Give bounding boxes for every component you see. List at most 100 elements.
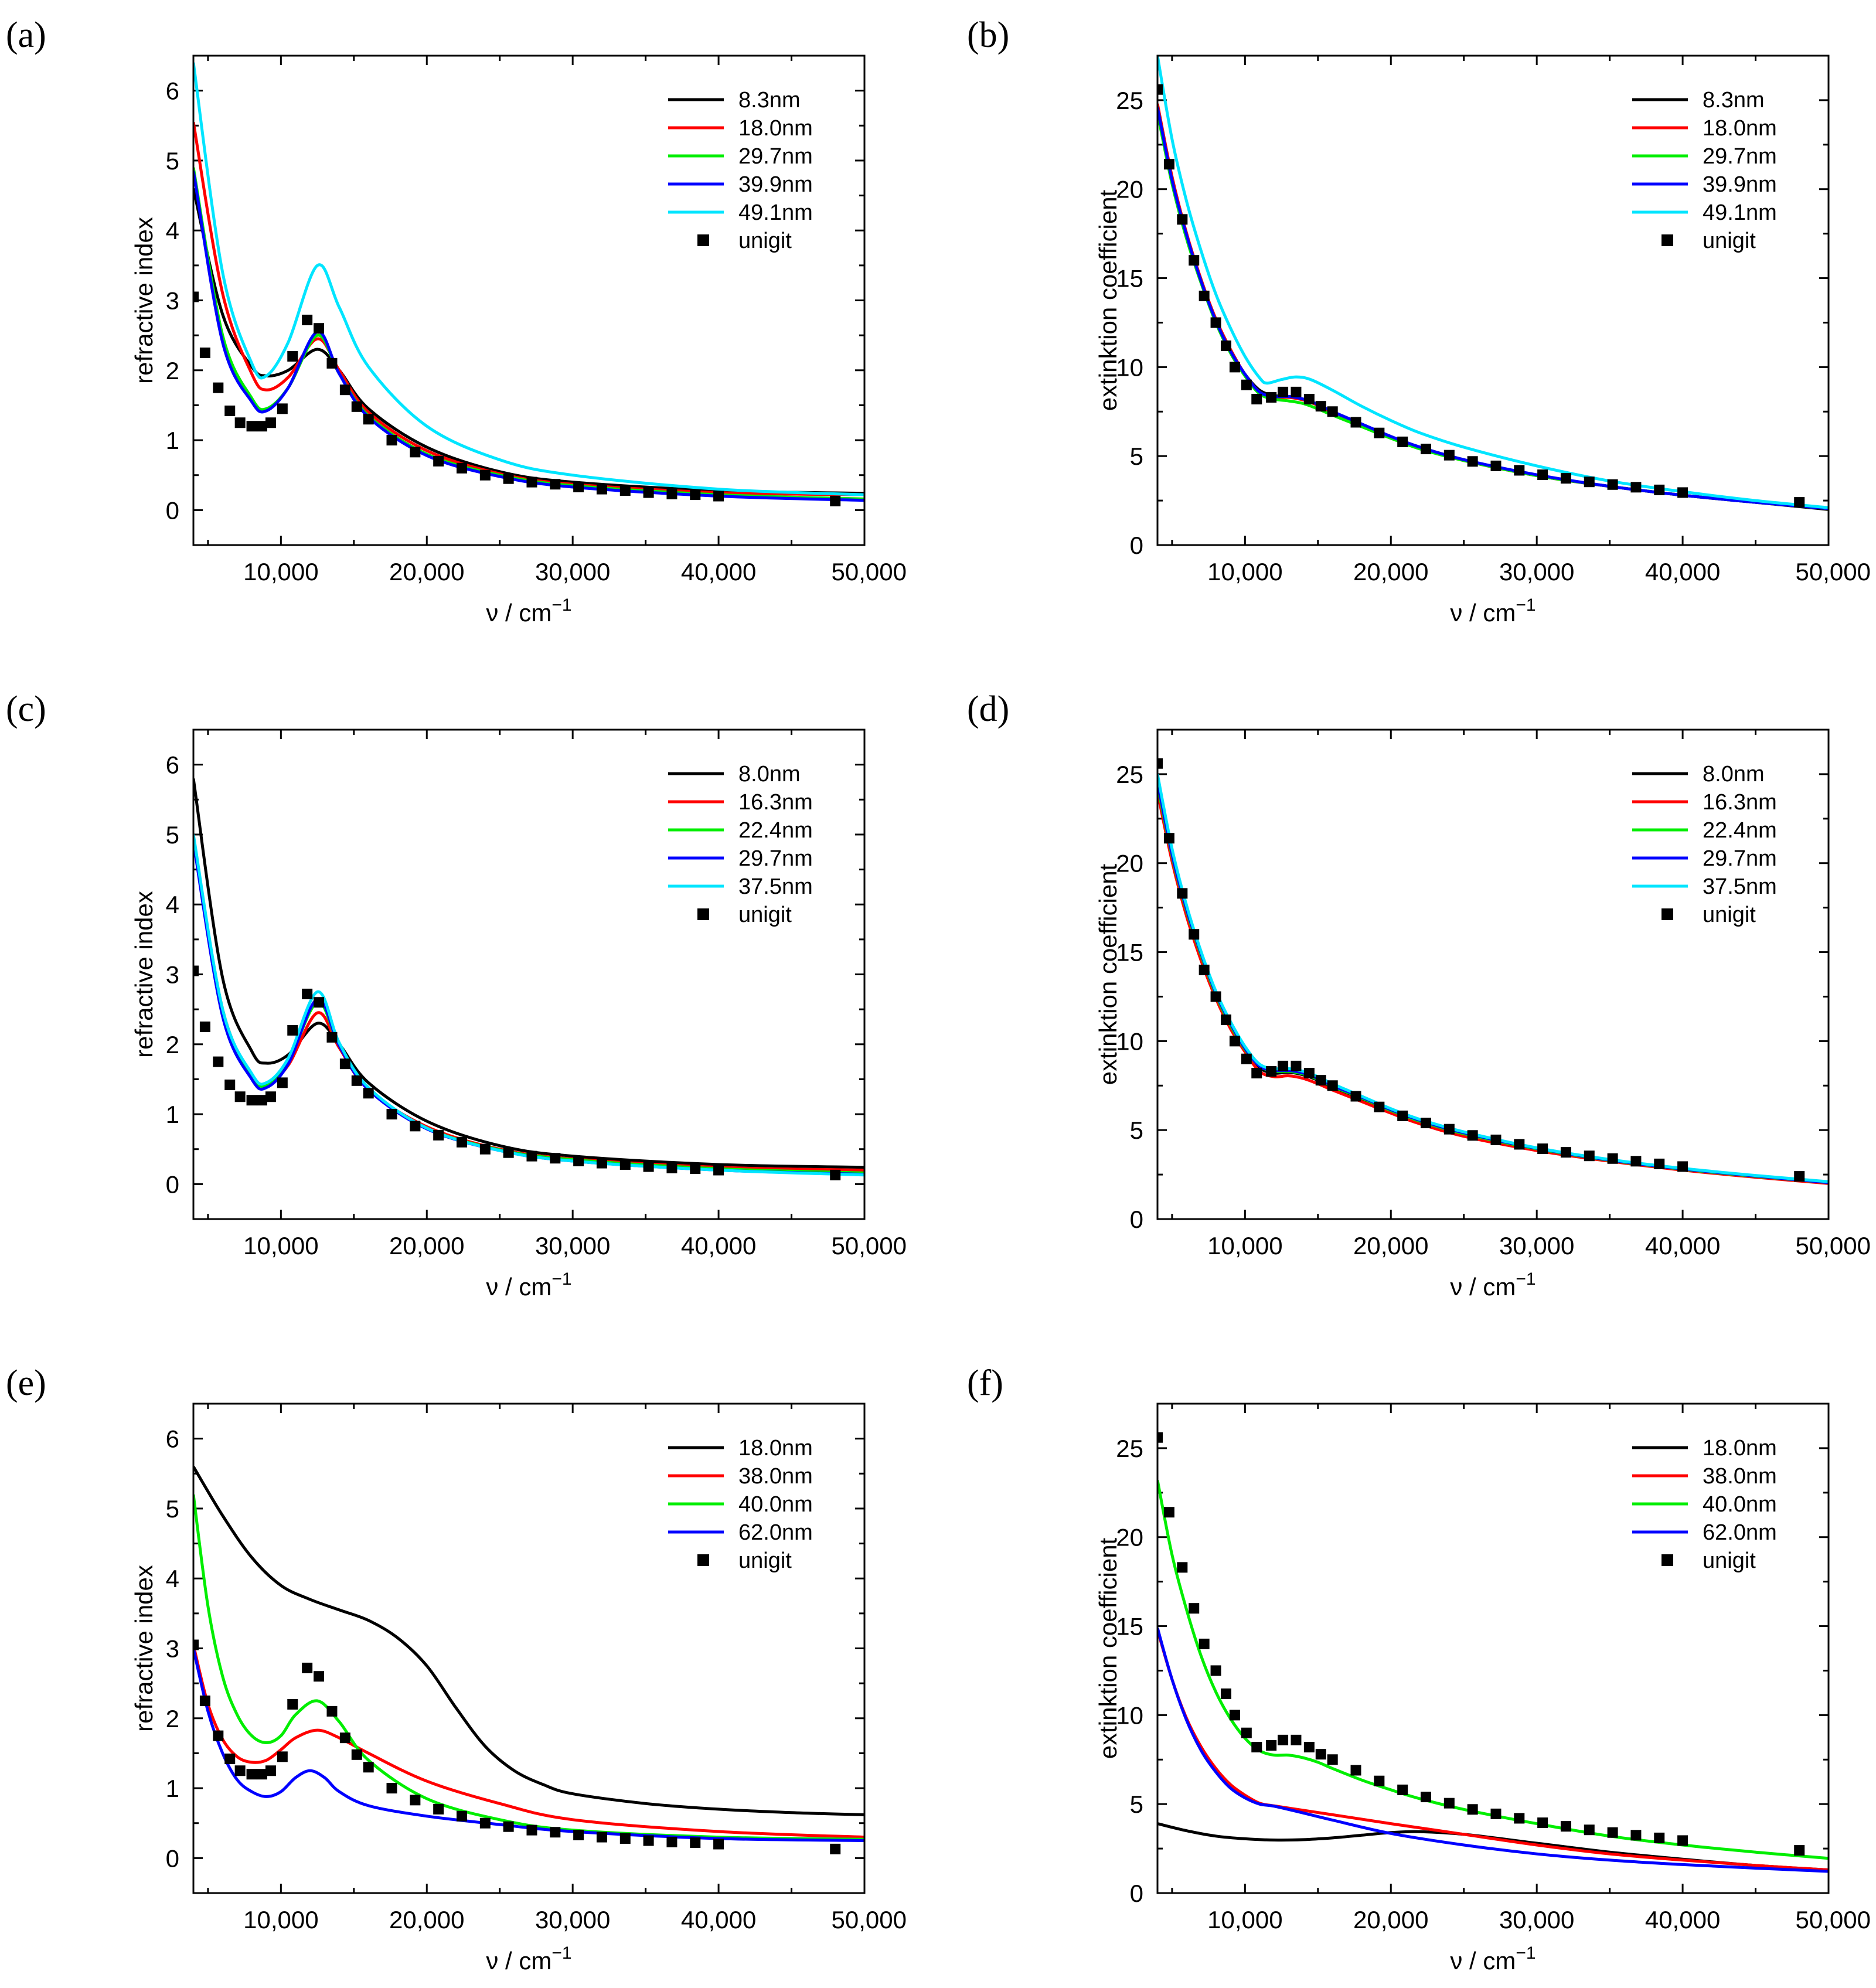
legend-label: 39.9nm: [738, 172, 813, 197]
legend-label: 8.0nm: [1703, 762, 1765, 787]
legend-label: 49.1nm: [738, 200, 813, 225]
plot-frame: [192, 1403, 866, 1894]
x-tick-label: 30,000: [535, 558, 610, 585]
y-tick-label: 2: [166, 357, 179, 384]
y-tick-label: 25: [1116, 87, 1143, 114]
legend-label: unigit: [1703, 903, 1756, 927]
x-tick-label: 30,000: [1499, 1232, 1574, 1259]
panel-label: (d): [967, 689, 1009, 729]
data-point-unigit: [1443, 450, 1455, 461]
data-point-unigit: [265, 1091, 276, 1102]
data-point-unigit: [1421, 1792, 1431, 1803]
data-point-unigit: [1229, 1710, 1240, 1721]
data-point-unigit: [573, 1829, 584, 1840]
data-point-unigit: [457, 1136, 467, 1148]
panel-label: (a): [6, 15, 46, 55]
data-point-unigit: [457, 462, 467, 474]
legend-label: unigit: [1703, 229, 1756, 253]
data-point-unigit: [199, 1021, 210, 1032]
x-tick-label: 30,000: [1499, 1906, 1574, 1933]
panel-label: (c): [6, 689, 46, 729]
x-axis-label-superscript: −1: [1516, 1943, 1535, 1963]
y-tick-label: 0: [1130, 1206, 1143, 1233]
x-tick-label: 10,000: [243, 1906, 318, 1933]
data-point-unigit: [256, 1769, 267, 1780]
plot-area: [1157, 758, 1829, 1185]
x-tick-label: 50,000: [1796, 1232, 1871, 1259]
data-point-unigit: [386, 1109, 397, 1120]
data-point-unigit: [1291, 386, 1302, 397]
x-tick-label: 30,000: [535, 1906, 610, 1933]
chart-panel-4: (d) 10,000 20,000 30,000 40,000 50,000 0 5 10 15 2…: [967, 689, 1871, 1301]
data-point-unigit: [339, 1058, 350, 1070]
data-point-unigit: [1397, 1110, 1408, 1121]
data-point-unigit: [1157, 758, 1163, 769]
legend-marker-unigit: [1661, 908, 1673, 920]
data-point-unigit: [690, 1163, 701, 1175]
y-tick-label: 5: [166, 147, 179, 175]
y-tick-label: 5: [1130, 1790, 1143, 1818]
data-point-unigit: [1189, 929, 1200, 940]
legend-label: unigit: [1703, 1548, 1756, 1573]
x-tick-label: 20,000: [1353, 1232, 1428, 1259]
data-point-unigit: [1315, 1749, 1326, 1760]
data-point-unigit: [1654, 484, 1665, 495]
legend-label: 29.7nm: [1703, 144, 1777, 169]
legend-label: 22.4nm: [1703, 818, 1777, 843]
x-axis-label-text: ν / cm: [486, 1273, 551, 1301]
data-point-unigit: [550, 479, 561, 490]
data-point-unigit: [246, 1095, 257, 1106]
data-point-unigit: [619, 1159, 631, 1170]
data-point-unigit: [1350, 1765, 1361, 1776]
data-point-unigit: [526, 1150, 537, 1162]
legend-label: 16.3nm: [1703, 790, 1777, 815]
x-tick-label: 20,000: [389, 1906, 464, 1933]
y-tick-label: 2: [166, 1031, 179, 1058]
plot-area: [193, 778, 864, 1180]
x-tick-label: 10,000: [1207, 1906, 1282, 1933]
data-point-unigit: [1374, 427, 1385, 438]
data-point-unigit: [503, 473, 514, 484]
data-point-unigit: [1514, 1813, 1525, 1824]
legend-label: 29.7nm: [738, 144, 813, 169]
data-point-unigit: [1157, 84, 1163, 95]
data-point-unigit: [1315, 401, 1326, 412]
data-point-unigit: [1327, 406, 1338, 417]
data-point-unigit: [596, 484, 607, 495]
data-point-unigit: [573, 1155, 584, 1166]
data-point-unigit: [1291, 1060, 1302, 1071]
x-tick-label: 40,000: [681, 1906, 756, 1933]
y-tick-label: 5: [1130, 442, 1143, 470]
legend-label: unigit: [738, 229, 792, 253]
x-axis-label: ν / cm−1: [486, 1269, 571, 1301]
data-point-unigit: [386, 1783, 397, 1794]
data-point-unigit: [339, 384, 350, 396]
data-point-unigit: [1163, 1507, 1174, 1518]
data-point-unigit: [1241, 1053, 1252, 1064]
data-point-unigit: [213, 1056, 224, 1067]
data-point-unigit: [550, 1153, 561, 1164]
data-point-unigit: [1421, 444, 1431, 455]
data-point-unigit: [1607, 479, 1618, 490]
y-tick-label: 6: [166, 751, 179, 779]
legend-label: 8.0nm: [738, 762, 801, 787]
y-tick-label: 0: [166, 1844, 179, 1872]
x-axis-label-superscript: −1: [551, 595, 571, 615]
y-tick-label: 0: [1130, 1880, 1143, 1907]
data-point-unigit: [265, 417, 276, 428]
data-point-unigit: [1467, 456, 1478, 467]
series-line-62.0nm: [1157, 1627, 1829, 1873]
x-tick-label: 20,000: [1353, 558, 1428, 585]
data-point-unigit: [199, 1695, 210, 1706]
data-point-unigit: [526, 476, 537, 488]
data-point-unigit: [1514, 465, 1525, 476]
data-point-unigit: [1189, 1603, 1200, 1614]
data-point-unigit: [1266, 392, 1277, 403]
x-tick-label: 30,000: [535, 1232, 610, 1259]
x-tick-label: 40,000: [681, 1232, 756, 1259]
data-point-unigit: [1537, 1817, 1548, 1829]
data-point-unigit: [1397, 436, 1408, 447]
data-point-unigit: [351, 1749, 362, 1760]
data-point-unigit: [666, 1162, 677, 1173]
x-axis-label: ν / cm−1: [486, 1943, 571, 1975]
